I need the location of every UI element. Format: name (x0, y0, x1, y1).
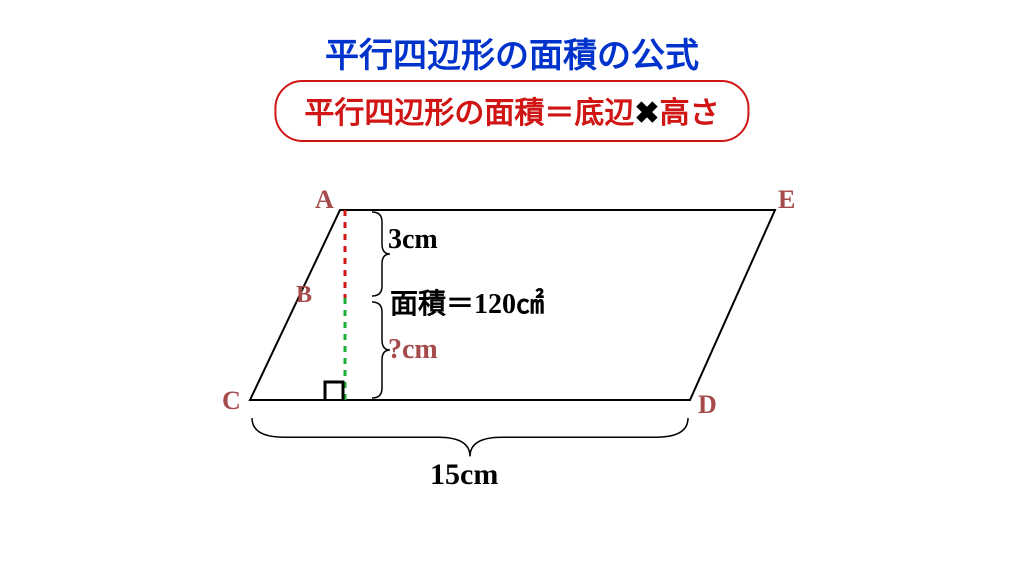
multiply-icon: ✖ (634, 97, 659, 130)
vertex-D-label: D (698, 390, 717, 420)
parallelogram-diagram: A E C D B 3cm 面積＝120㎠ ?cm 15cm (220, 190, 804, 550)
formula-prefix: 平行四辺形の面積＝底辺 (304, 97, 634, 130)
label-qcm: ?cm (388, 334, 438, 366)
formula-suffix: 高さ (660, 97, 720, 130)
vertex-C-label: C (222, 386, 241, 416)
brace-15cm (252, 418, 688, 456)
formula-box: 平行四辺形の面積＝底辺✖高さ (274, 80, 749, 142)
label-3cm: 3cm (388, 224, 438, 256)
label-15cm: 15cm (430, 458, 498, 492)
vertex-B-label: B (296, 282, 312, 309)
label-area: 面積＝120㎠ (390, 282, 544, 322)
right-angle-icon (325, 382, 343, 400)
diagram-svg (220, 190, 804, 550)
vertex-A-label: A (315, 185, 334, 215)
page-title: 平行四辺形の面積の公式 (0, 28, 1024, 77)
vertex-E-label: E (778, 185, 795, 215)
